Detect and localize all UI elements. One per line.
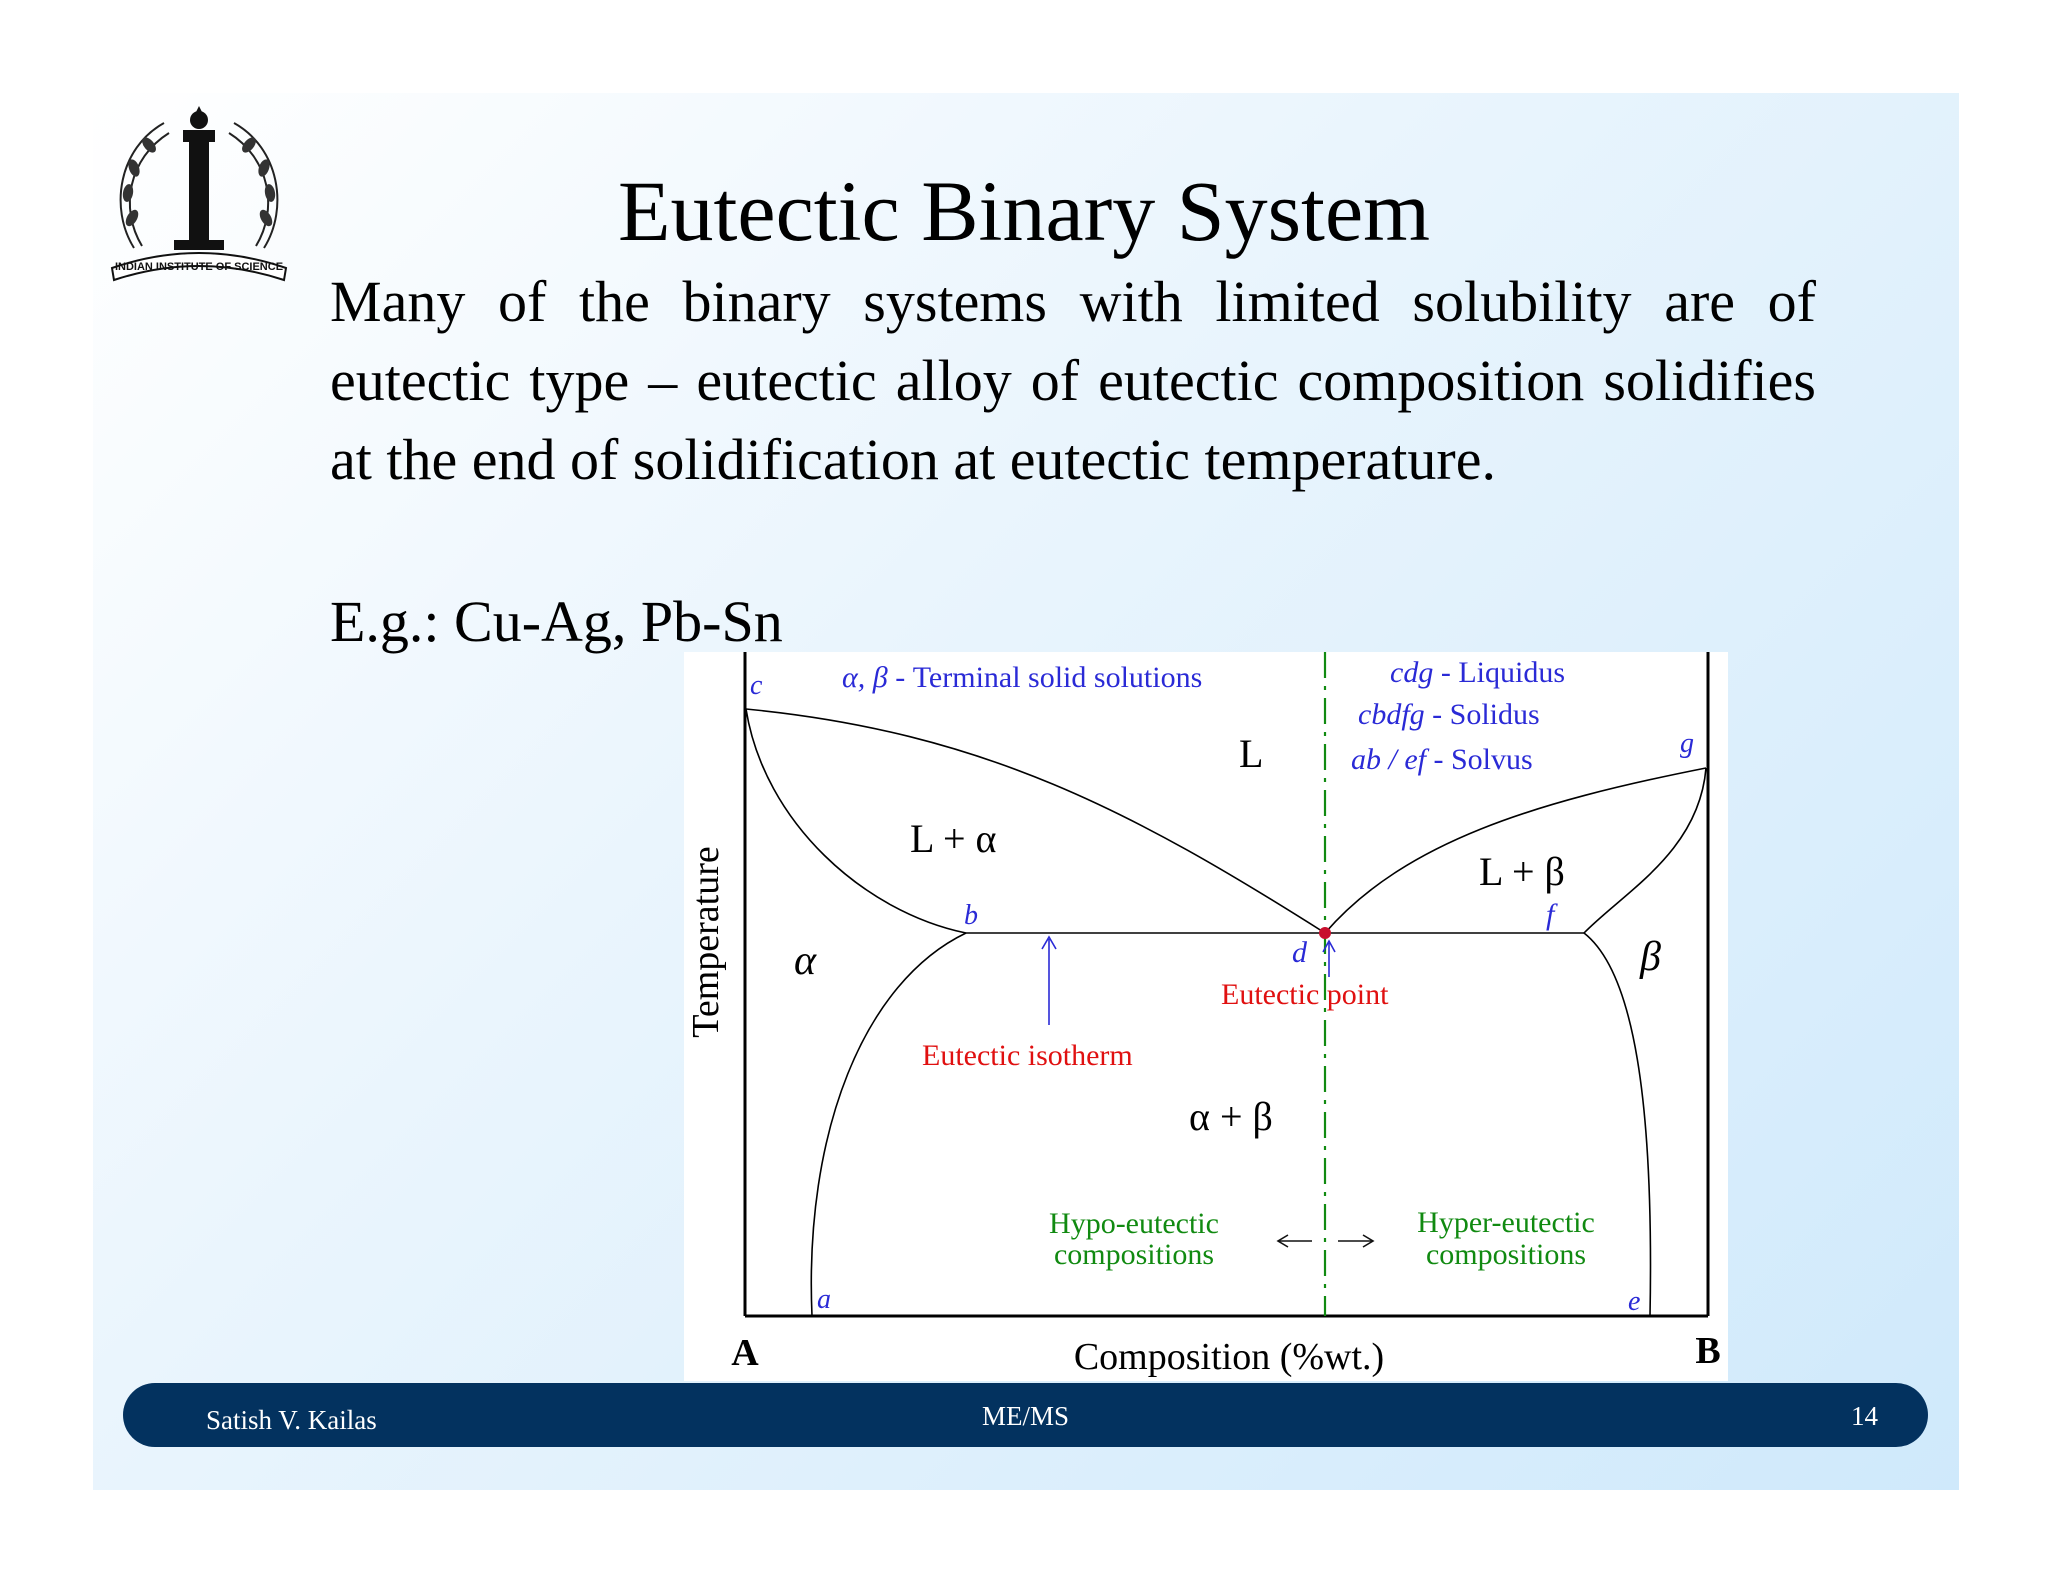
- phase-liquid-label: L: [1239, 731, 1263, 776]
- y-axis-label: Temperature: [685, 846, 727, 1037]
- liquidus-right: [1324, 767, 1707, 934]
- phase-alpha-beta-label: α + β: [1189, 1094, 1273, 1139]
- eutectic-point-label: Eutectic point: [1221, 978, 1389, 1011]
- point-g: g: [1680, 728, 1694, 759]
- svg-text:cbdfg - Solidus: cbdfg - Solidus: [1358, 698, 1540, 731]
- component-b-label: B: [1695, 1330, 1720, 1372]
- phase-l-beta-label: L + β: [1479, 849, 1565, 894]
- point-b: b: [964, 900, 978, 931]
- legend-liquidus-desc: - Liquidus: [1433, 656, 1565, 689]
- footer-author: Satish V. Kailas: [206, 1405, 377, 1435]
- hyper-arrowhead: [1362, 1234, 1375, 1248]
- svg-text:cdg - Liquidus: cdg - Liquidus: [1390, 656, 1565, 689]
- hyper-label-line2: compositions: [1426, 1238, 1586, 1271]
- legend-solvus-symbols: ab / ef: [1351, 743, 1430, 776]
- hypo-arrowhead: [1276, 1234, 1289, 1248]
- svg-text:ab / ef - Solvus: ab / ef - Solvus: [1351, 743, 1533, 776]
- legend-solvus-desc: - Solvus: [1426, 743, 1533, 776]
- solvus-right: [1583, 932, 1652, 1317]
- legend-solidus-desc: - Solidus: [1425, 698, 1540, 731]
- phase-l-alpha-label: L + α: [910, 816, 997, 861]
- svg-text:α, β - Terminal solid solution: α, β - Terminal solid solutions: [842, 661, 1202, 694]
- phase-beta-label: β: [1639, 934, 1661, 980]
- x-axis-label: Composition (%wt.): [1074, 1336, 1384, 1378]
- hypo-label-line2: compositions: [1054, 1238, 1214, 1271]
- footer-bar: Satish V. Kailas ME/MS 14: [123, 1383, 1928, 1447]
- hyper-label-line1: Hyper-eutectic: [1417, 1206, 1595, 1239]
- footer-page-number: 14: [1851, 1401, 1878, 1431]
- point-a: a: [817, 1284, 831, 1315]
- eutectic-point-arrowhead: [1322, 939, 1336, 953]
- isotherm-arrowhead: [1041, 935, 1057, 950]
- phase-diagram: α, β - Terminal solid solutions cdg - Li…: [684, 652, 1728, 1381]
- intro-paragraph: Many of the binary systems with limited …: [330, 269, 1816, 492]
- point-c: c: [750, 670, 763, 701]
- legend-terminal-desc: - Terminal solid solutions: [888, 661, 1203, 694]
- solidus-left: [745, 708, 967, 934]
- institute-logo: INDIAN INSTITUTE OF SCIENCE: [110, 106, 288, 282]
- footer-department: ME/MS: [981, 1401, 1070, 1431]
- slide-title: Eutectic Binary System: [617, 163, 1431, 259]
- solvus-left: [810, 932, 967, 1317]
- point-d: d: [1292, 936, 1308, 969]
- solidus-right: [1583, 767, 1707, 934]
- eutectic-isotherm-label: Eutectic isotherm: [922, 1039, 1133, 1072]
- hypo-label-line1: Hypo-eutectic: [1049, 1207, 1219, 1240]
- eutectic-point-marker: [1319, 927, 1331, 939]
- legend-solidus-symbols: cbdfg: [1358, 698, 1425, 731]
- legend-liquidus-symbols: cdg: [1390, 656, 1433, 689]
- liquidus-left: [745, 708, 1326, 934]
- phase-alpha-label: α: [794, 938, 817, 984]
- example-text: E.g.: Cu-Ag, Pb-Sn: [330, 589, 783, 654]
- logo-text: INDIAN INSTITUTE OF SCIENCE: [115, 261, 283, 273]
- component-a-label: A: [731, 1332, 759, 1374]
- point-f: f: [1546, 898, 1558, 931]
- phase-diagram-svg: α, β - Terminal solid solutions cdg - Li…: [685, 652, 1721, 1378]
- point-e: e: [1628, 1286, 1640, 1317]
- legend-terminal-symbols: α, β: [842, 661, 888, 694]
